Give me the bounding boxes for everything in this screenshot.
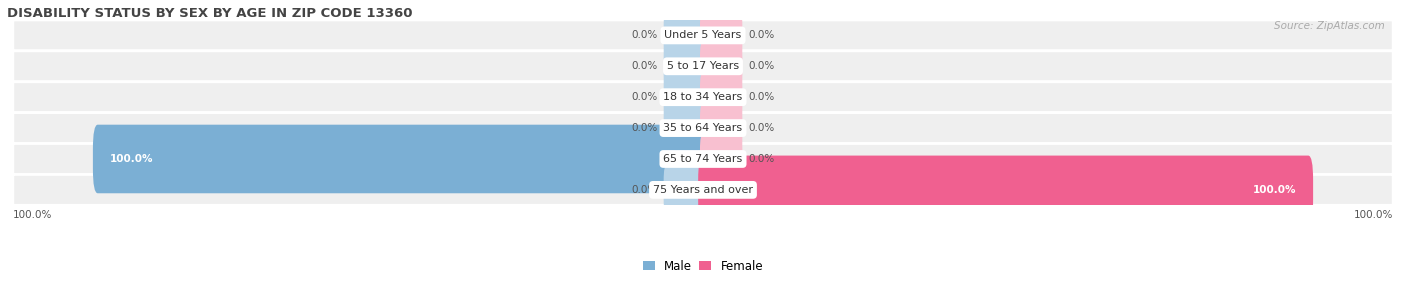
Text: 65 to 74 Years: 65 to 74 Years	[664, 154, 742, 164]
Text: Under 5 Years: Under 5 Years	[665, 30, 741, 40]
Text: 0.0%: 0.0%	[631, 92, 658, 102]
Text: 0.0%: 0.0%	[631, 30, 658, 40]
Text: 0.0%: 0.0%	[748, 30, 775, 40]
Text: 35 to 64 Years: 35 to 64 Years	[664, 123, 742, 133]
Text: 0.0%: 0.0%	[748, 92, 775, 102]
FancyBboxPatch shape	[13, 51, 1393, 82]
FancyBboxPatch shape	[700, 134, 742, 184]
Text: 100.0%: 100.0%	[1354, 210, 1393, 220]
FancyBboxPatch shape	[700, 41, 742, 91]
Text: 75 Years and over: 75 Years and over	[652, 185, 754, 195]
FancyBboxPatch shape	[13, 20, 1393, 51]
Text: Source: ZipAtlas.com: Source: ZipAtlas.com	[1274, 21, 1385, 31]
FancyBboxPatch shape	[13, 113, 1393, 144]
Text: 0.0%: 0.0%	[631, 123, 658, 133]
Text: DISABILITY STATUS BY SEX BY AGE IN ZIP CODE 13360: DISABILITY STATUS BY SEX BY AGE IN ZIP C…	[7, 7, 412, 20]
FancyBboxPatch shape	[700, 72, 742, 122]
Text: 18 to 34 Years: 18 to 34 Years	[664, 92, 742, 102]
FancyBboxPatch shape	[93, 125, 707, 193]
Legend: Male, Female: Male, Female	[638, 255, 768, 277]
Text: 0.0%: 0.0%	[748, 123, 775, 133]
Text: 0.0%: 0.0%	[631, 185, 658, 195]
FancyBboxPatch shape	[664, 10, 706, 60]
FancyBboxPatch shape	[664, 72, 706, 122]
FancyBboxPatch shape	[664, 41, 706, 91]
FancyBboxPatch shape	[13, 144, 1393, 174]
FancyBboxPatch shape	[664, 103, 706, 153]
Text: 0.0%: 0.0%	[748, 154, 775, 164]
Text: 0.0%: 0.0%	[631, 61, 658, 71]
FancyBboxPatch shape	[699, 156, 1313, 224]
Text: 100.0%: 100.0%	[1253, 185, 1296, 195]
FancyBboxPatch shape	[13, 82, 1393, 113]
FancyBboxPatch shape	[664, 165, 706, 215]
Text: 0.0%: 0.0%	[748, 61, 775, 71]
Text: 5 to 17 Years: 5 to 17 Years	[666, 61, 740, 71]
FancyBboxPatch shape	[700, 10, 742, 60]
FancyBboxPatch shape	[700, 103, 742, 153]
Text: 100.0%: 100.0%	[13, 210, 52, 220]
FancyBboxPatch shape	[13, 174, 1393, 205]
Text: 100.0%: 100.0%	[110, 154, 153, 164]
